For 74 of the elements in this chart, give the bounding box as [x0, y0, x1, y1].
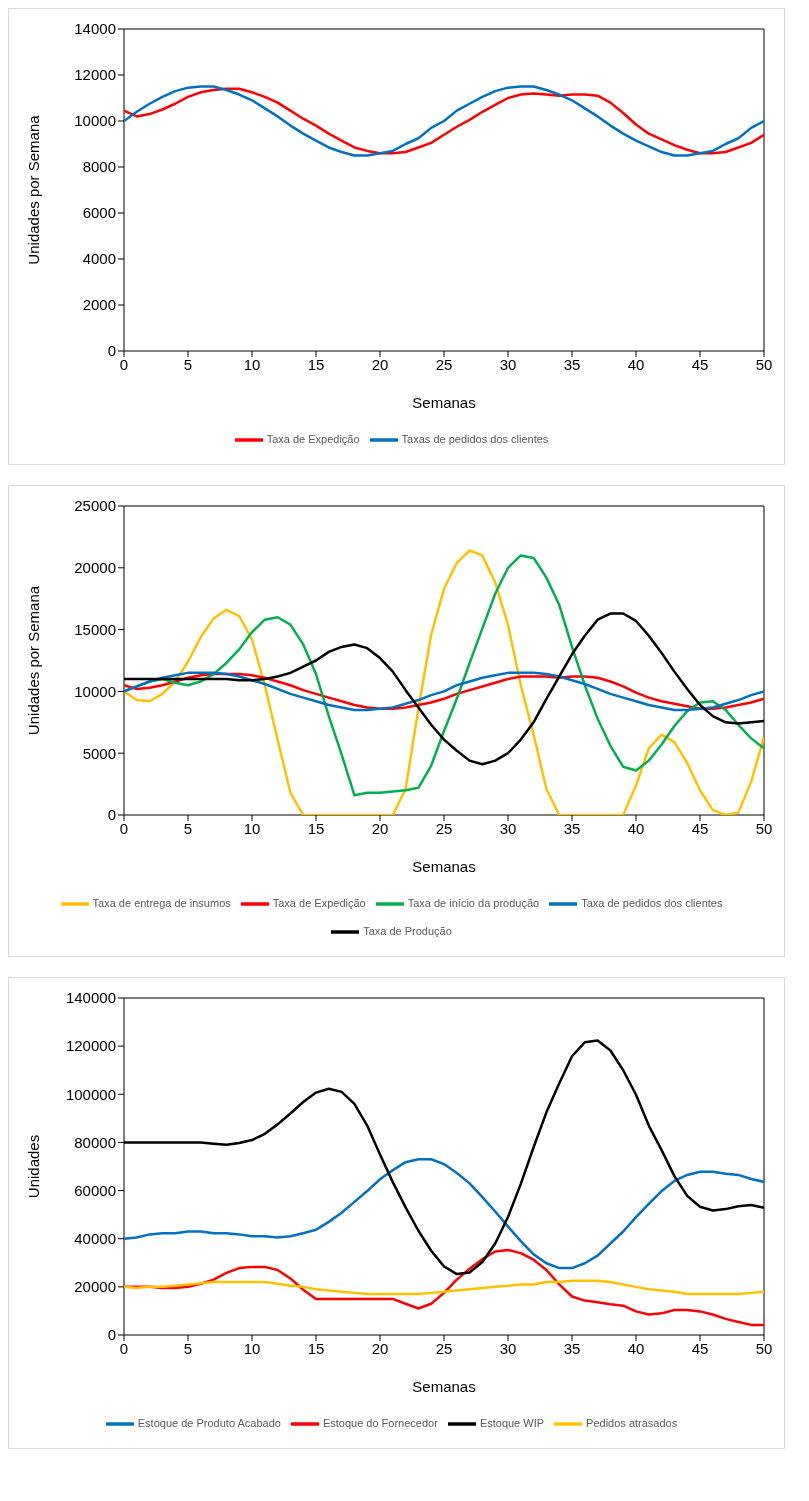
legend-label: Taxa de Produção — [363, 924, 452, 937]
y-tick-label: 25000 — [74, 497, 116, 515]
x-tick-label: 45 — [691, 1339, 709, 1357]
y-tick-label: 120000 — [65, 1037, 116, 1055]
x-tick-label: 25 — [435, 819, 453, 837]
x-tick-label: 5 — [183, 1339, 193, 1357]
y-tick-label: 10000 — [74, 112, 116, 130]
y-tick-label: 100000 — [65, 1085, 116, 1103]
x-tick-label: 15 — [307, 1339, 325, 1357]
x-axis-title: Semanas — [412, 1378, 476, 1395]
x-tick-label: 5 — [183, 355, 193, 373]
x-tick-label: 20 — [371, 1339, 389, 1357]
x-tick-label: 35 — [563, 1339, 581, 1357]
y-tick-label: 20000 — [74, 559, 116, 577]
y-tick-label: 10000 — [74, 682, 116, 700]
x-tick-label: 5 — [183, 819, 193, 837]
x-tick-label: 20 — [371, 819, 389, 837]
x-tick-label: 45 — [691, 355, 709, 373]
legend-label: Taxa de início da produção — [407, 896, 540, 909]
x-tick-label: 50 — [755, 819, 773, 837]
legend-label: Estoque WIP — [479, 1416, 545, 1429]
y-axis-title: Unidades por Semana — [25, 114, 43, 265]
y-tick-label: 0 — [107, 1326, 116, 1344]
x-tick-label: 25 — [435, 355, 453, 373]
line-series — [124, 1158, 764, 1270]
legend-label: Pedidos atrasados — [586, 1416, 678, 1429]
x-tick-label: 0 — [119, 355, 129, 373]
x-tick-label: 35 — [563, 355, 581, 373]
y-axis-title: Unidades — [25, 1134, 43, 1199]
y-tick-label: 15000 — [74, 620, 116, 638]
y-tick-label: 40000 — [74, 1230, 116, 1248]
legend-label: Taxas de pedidos dos clientes — [401, 432, 549, 445]
legend-label: Taxa de pedidos dos clientes — [581, 896, 723, 909]
x-tick-label: 25 — [435, 1339, 453, 1357]
x-tick-label: 50 — [755, 355, 773, 373]
y-tick-label: 5000 — [82, 744, 116, 762]
legend-label: Taxa de Expedição — [266, 432, 360, 445]
y-tick-label: 60000 — [74, 1181, 116, 1199]
y-tick-label: 2000 — [82, 296, 116, 314]
y-tick-label: 8000 — [82, 158, 116, 176]
y-tick-label: 6000 — [82, 204, 116, 222]
y-tick-label: 80000 — [74, 1133, 116, 1151]
x-tick-label: 20 — [371, 355, 389, 373]
x-tick-label: 35 — [563, 819, 581, 837]
x-tick-label: 0 — [119, 819, 129, 837]
x-tick-label: 15 — [307, 819, 325, 837]
x-tick-label: 0 — [119, 1339, 129, 1357]
legend-label: Taxa de Expedição — [272, 896, 366, 909]
legend-label: Estoque de Produto Acabado — [137, 1416, 281, 1429]
y-tick-label: 12000 — [74, 66, 116, 84]
x-axis-title: Semanas — [412, 394, 476, 411]
x-tick-label: 30 — [499, 355, 517, 373]
y-axis-title: Unidades por Semana — [25, 585, 43, 736]
x-tick-label: 10 — [243, 1339, 261, 1357]
legend-label: Estoque do Fornecedor — [322, 1416, 438, 1429]
y-tick-label: 0 — [107, 806, 116, 824]
line-series — [124, 1279, 764, 1296]
y-tick-label: 0 — [107, 342, 116, 360]
x-tick-label: 40 — [627, 819, 645, 837]
y-tick-label: 4000 — [82, 250, 116, 268]
y-tick-label: 14000 — [74, 20, 116, 38]
x-tick-label: 30 — [499, 819, 517, 837]
legend-label: Taxa de entrega de insumos — [92, 896, 231, 909]
x-axis-title: Semanas — [412, 858, 476, 875]
x-tick-label: 50 — [755, 1339, 773, 1357]
x-tick-label: 40 — [627, 355, 645, 373]
y-tick-label: 140000 — [65, 989, 116, 1007]
x-tick-label: 45 — [691, 819, 709, 837]
x-tick-label: 10 — [243, 819, 261, 837]
x-tick-label: 40 — [627, 1339, 645, 1357]
y-tick-label: 20000 — [74, 1278, 116, 1296]
x-tick-label: 15 — [307, 355, 325, 373]
x-tick-label: 10 — [243, 355, 261, 373]
x-tick-label: 30 — [499, 1339, 517, 1357]
